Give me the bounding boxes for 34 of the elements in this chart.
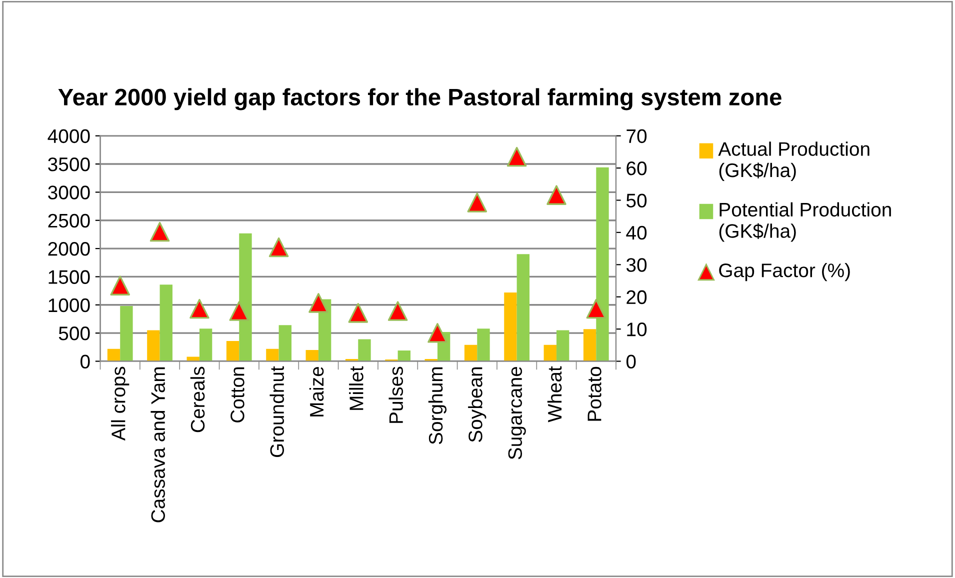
y-tick-label: 3500	[48, 157, 90, 172]
x-tick-label: Cassava and Yam	[150, 367, 165, 522]
y2-tick-label: 10	[627, 322, 647, 336]
y-tick-label: 0	[80, 354, 90, 368]
y-tick-label: 4000	[48, 129, 90, 144]
legend-label: Potential Production (GK$/ha)	[719, 202, 891, 242]
x-tick-label: Millet	[349, 366, 364, 410]
x-tick-label: Sorghum	[428, 367, 447, 444]
x-tick-label: Potato	[588, 366, 602, 421]
legend-label: Actual Production (GK$/ha)	[718, 142, 870, 182]
legend-label: Gap Factor (%)	[719, 262, 850, 282]
x-tick-label: Groundnut	[270, 366, 284, 458]
y2-tick-label: 0	[626, 354, 636, 368]
y2-tick-label: 50	[626, 194, 647, 208]
x-tick-label: Sugarcane	[508, 366, 526, 460]
x-tick-label: Cotton	[230, 367, 244, 422]
y-tick-label: 2500	[48, 214, 90, 228]
y-tick-label: 1000	[48, 298, 90, 312]
y2-tick-label: 60	[626, 162, 647, 176]
y2-tick-label: 70	[626, 129, 647, 144]
x-tick-label: Wheat	[547, 366, 562, 422]
y-tick-label: 2000	[48, 242, 90, 256]
y2-tick-label: 40	[626, 226, 647, 240]
x-tick-label: Soybean	[468, 367, 486, 442]
y-tick-label: 3000	[48, 186, 90, 200]
y2-tick-label: 20	[626, 290, 647, 304]
chart-title: Year 2000 yield gap factors for the Pastoral farming system zone	[58, 88, 782, 110]
x-tick-label: Pulses	[388, 366, 404, 423]
y2-tick-label: 30	[626, 258, 647, 272]
x-tick-label: Maize	[309, 366, 324, 416]
y-tick-label: 500	[58, 326, 90, 340]
x-tick-label: All crops	[111, 366, 130, 441]
y-tick-label: 1500	[48, 270, 90, 284]
x-tick-label: Cereals	[190, 366, 205, 432]
